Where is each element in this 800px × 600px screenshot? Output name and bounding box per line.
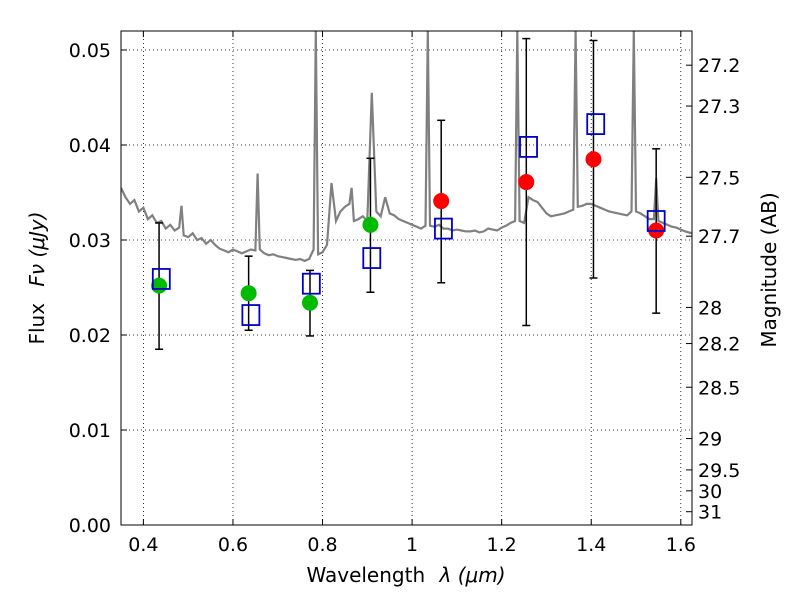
grid bbox=[121, 31, 692, 526]
x-axis-label-text: Wavelength bbox=[306, 563, 425, 587]
magnitude-tick-label: 29 bbox=[698, 429, 722, 451]
magnitude-tick-label: 27.3 bbox=[698, 96, 740, 118]
magnitude-tick-label: 28.5 bbox=[698, 377, 740, 399]
magnitude-axis-label: Magnitude (AB) bbox=[757, 192, 781, 347]
axes-frame bbox=[120, 30, 693, 526]
x-axis: 0.4 0.6 0.8 1 1.2 1.4 1.6 bbox=[128, 31, 696, 556]
data-point-circle bbox=[301, 294, 318, 311]
y-tick-label: 0.00 bbox=[69, 515, 111, 537]
data-point-square bbox=[301, 272, 321, 295]
data-point-square bbox=[151, 268, 171, 290]
x-tick-label: 0.8 bbox=[307, 534, 337, 556]
x-tick-label: 0.6 bbox=[218, 534, 248, 556]
y-tick-label: 0.04 bbox=[69, 135, 111, 157]
data-point-square bbox=[241, 304, 261, 326]
y-axis-label-text: Flux bbox=[25, 303, 49, 345]
data-point-circle bbox=[362, 216, 379, 233]
magnitude-tick-label: 27.5 bbox=[698, 167, 740, 189]
y-tick-label: 0.02 bbox=[69, 325, 111, 347]
data-point-circle bbox=[151, 277, 168, 294]
y-tick-label: 0.03 bbox=[69, 230, 111, 252]
x-tick-label: 1.6 bbox=[666, 534, 696, 556]
data-point-square bbox=[646, 210, 666, 232]
magnitude-tick-label: 28.2 bbox=[698, 334, 740, 356]
x-tick-label: 1 bbox=[406, 534, 418, 556]
x-axis-label: Wavelength λ (μm) bbox=[306, 563, 505, 587]
magnitude-tick-label: 27.2 bbox=[698, 55, 740, 77]
spectrum-line bbox=[121, 31, 692, 263]
y-tick-label: 0.01 bbox=[69, 420, 111, 442]
data-point-circle bbox=[240, 285, 257, 302]
y-axis-label: Flux Fν (μJy) bbox=[25, 211, 49, 344]
y-axis-label-math: Fν (μJy) bbox=[25, 211, 49, 286]
data-point-square bbox=[362, 247, 382, 269]
magnitude-tick-label: 30 bbox=[698, 481, 722, 503]
data-point-circle bbox=[518, 174, 535, 191]
magnitude-tick-label: 27.7 bbox=[698, 226, 740, 248]
data-point-circle bbox=[585, 151, 602, 168]
x-tick-label: 0.4 bbox=[128, 534, 158, 556]
magnitude-tick-label: 31 bbox=[698, 502, 722, 524]
y-axis: 0.00 0.01 0.02 0.03 0.04 0.05 bbox=[69, 40, 127, 537]
x-tick-label: 1.2 bbox=[487, 534, 517, 556]
x-axis-label-math: λ (μm) bbox=[439, 563, 506, 587]
magnitude-tick-label: 29.5 bbox=[698, 460, 740, 482]
data-point-square bbox=[586, 113, 606, 135]
data-point-square bbox=[519, 135, 538, 158]
plot-area bbox=[121, 31, 692, 350]
x-tick-label: 1.4 bbox=[576, 534, 606, 556]
data-point-square bbox=[434, 217, 453, 240]
magnitude-tick-label: 28 bbox=[698, 297, 722, 319]
y-tick-label: 0.05 bbox=[69, 40, 111, 62]
data-point-circle bbox=[433, 193, 450, 210]
